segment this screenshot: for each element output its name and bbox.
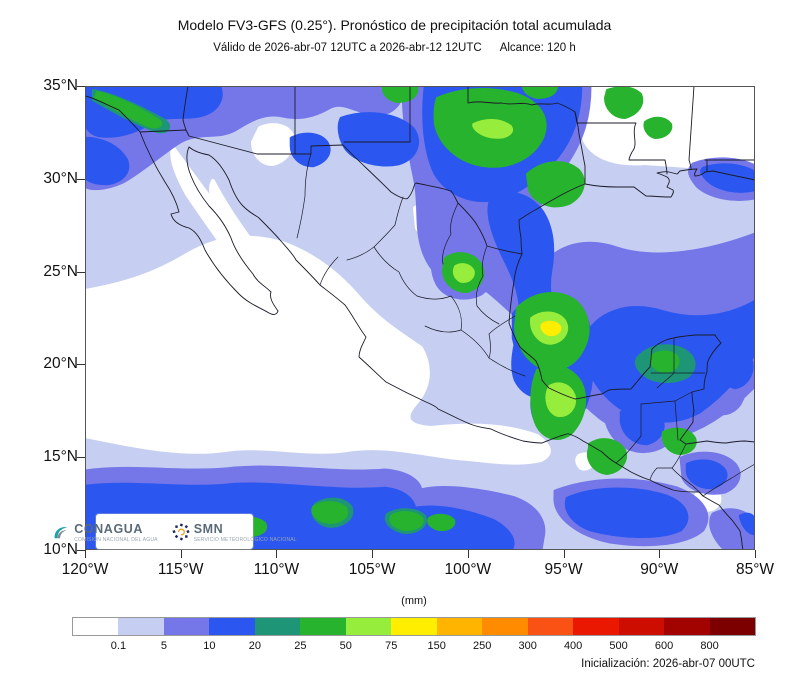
coastlines-borders (85, 86, 755, 550)
conagua-label: CONAGUA (74, 522, 144, 536)
colorbar-segment (664, 618, 710, 635)
lon-tick (372, 550, 374, 558)
precipitation-map-svg (85, 86, 755, 550)
lat-label: 20°N (43, 355, 78, 373)
state-borders (296, 153, 755, 497)
colorbar-tick-label: 400 (563, 640, 583, 652)
colorbar-segment (436, 618, 483, 635)
map-image (85, 86, 755, 550)
colorbar-segment (482, 618, 528, 635)
valid-range: Válido de 2026-abr-07 12UTC a 2026-abr-1… (213, 42, 482, 54)
lon-label: 95°W (544, 561, 583, 578)
colorbar-segment (573, 618, 619, 635)
lat-tick (77, 550, 85, 551)
colorbar-segment (391, 618, 437, 635)
initialization-text: Inicialización: 2026-abr-07 00UTC (581, 658, 755, 670)
lat-label: 10°N (43, 541, 78, 558)
colorbar-segment (254, 618, 301, 635)
lon-label: 100°W (444, 561, 492, 578)
lon-tick (85, 550, 86, 558)
colorbar-segment (709, 618, 756, 635)
page-subtitle: Válido de 2026-abr-07 12UTC a 2026-abr-1… (0, 42, 789, 54)
colorbar-segment (618, 618, 665, 635)
lon-label: 120°W (61, 561, 109, 578)
lon-label: 90°W (640, 561, 679, 578)
lon-tick (276, 550, 278, 558)
lat-tick (77, 364, 85, 366)
colorbar-segment (345, 618, 392, 635)
lon-tick (563, 550, 565, 558)
conagua-logo: CONAGUA COMISIÓN NACIONAL DEL AGUA (52, 520, 158, 543)
colorbar-segment (118, 618, 164, 635)
lon-label: 105°W (348, 561, 396, 578)
lon-label: 115°W (157, 561, 204, 578)
smn-logo: SMN SERVICIO METEOROLÓGICO NACIONAL (172, 520, 297, 543)
colorbar-tick-label: 10 (203, 640, 216, 652)
logo-panel: CONAGUA COMISIÓN NACIONAL DEL AGUA (54, 514, 297, 549)
colorbar-tick-label: 150 (427, 640, 446, 652)
lat-tick (77, 86, 85, 87)
smn-sublabel: SERVICIO METEOROLÓGICO NACIONAL (193, 537, 297, 543)
lat-label: 35°N (43, 77, 78, 94)
lat-tick (77, 178, 85, 180)
colorbar-tick-label: 500 (609, 640, 628, 652)
lat-label: 25°N (43, 262, 78, 280)
colorbar-segment (73, 618, 119, 635)
precip-75-150 (540, 320, 562, 337)
forecast-horizon: Alcance: 120 h (499, 42, 576, 54)
colorbar-tick-label: 5 (160, 640, 167, 652)
colorbar-units: (mm) (401, 595, 427, 607)
colorbar-tick-label: 600 (654, 640, 674, 652)
colorbar-segment (209, 618, 255, 635)
lon-label: 110°W (253, 561, 300, 578)
colorbar-labels: 0.1 5 10 20 25 50 75 150 250 300 400 500 600 800 (73, 640, 755, 654)
colorbar-tick-label: 300 (518, 640, 537, 652)
colorbar-segment (163, 618, 210, 635)
colorbar-tick-label: 0.1 (110, 640, 127, 652)
conagua-wave-icon (54, 526, 68, 538)
conagua-sublabel: COMISIÓN NACIONAL DEL AGUA (74, 537, 158, 543)
colorbar-tick-label: 250 (473, 640, 492, 652)
lon-tick (659, 550, 661, 558)
smn-spiral-icon (172, 523, 190, 541)
lon-label: 85°W (735, 561, 775, 578)
lon-tick (755, 550, 756, 558)
colorbar (72, 617, 756, 636)
lat-tick (77, 271, 85, 273)
colorbar-segment (300, 618, 346, 635)
colorbar-tick-label: 50 (339, 640, 352, 652)
colorbar-tick-label: 25 (294, 640, 307, 652)
colorbar-tick-label: 75 (385, 640, 398, 652)
map-frame (85, 86, 755, 550)
colorbar-tick-label: 800 (700, 640, 719, 652)
colorbar-segment (527, 618, 574, 635)
lat-label: 15°N (43, 448, 78, 466)
smn-label: SMN (193, 522, 224, 536)
lat-label: 30°N (43, 169, 78, 187)
lon-tick (467, 550, 469, 558)
lon-tick (180, 550, 182, 558)
page-title: Modelo FV3-GFS (0.25°). Pronóstico de pr… (177, 17, 612, 33)
lat-tick (77, 457, 85, 459)
colorbar-tick-label: 20 (248, 640, 261, 652)
